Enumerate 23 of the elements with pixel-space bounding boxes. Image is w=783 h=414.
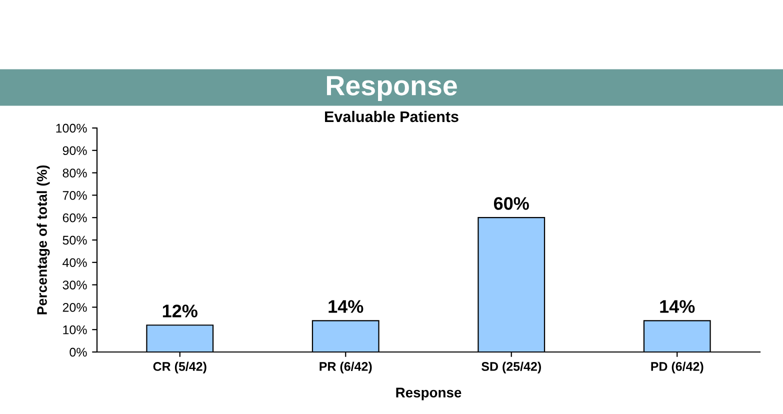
y-tick-label: 30% bbox=[62, 280, 87, 290]
y-tick-label: 10% bbox=[63, 325, 87, 334]
y-tick-label: 50% bbox=[62, 236, 87, 245]
y-tick-label: 20% bbox=[62, 303, 87, 312]
y-tick-label: 90% bbox=[62, 146, 87, 156]
data-label: 60% bbox=[494, 197, 529, 210]
x-tick-label: PD (6/42) bbox=[651, 362, 704, 374]
y-tick-label: 0% bbox=[70, 348, 87, 357]
y-tick-label: 60% bbox=[62, 213, 87, 222]
y-axis-title: Percentage of total (%) bbox=[36, 165, 50, 314]
x-tick-label: PR (6/42) bbox=[320, 362, 372, 374]
x-tick-label: CR (5/42) bbox=[153, 362, 206, 374]
x-tick-label: SD (25/42) bbox=[482, 362, 541, 374]
y-tick-label: 70% bbox=[62, 191, 87, 200]
y-tick-label: 100% bbox=[56, 124, 87, 133]
chart-subtitle: Evaluable Patients bbox=[325, 110, 458, 122]
y-tick-label: 80% bbox=[62, 168, 87, 178]
y-tick-label: 40% bbox=[62, 258, 87, 268]
data-label: 14% bbox=[660, 300, 695, 313]
x-axis-title: Response bbox=[396, 388, 462, 400]
data-label: 12% bbox=[162, 304, 198, 318]
chart-title: Response bbox=[326, 76, 457, 101]
data-label: 14% bbox=[328, 300, 364, 313]
